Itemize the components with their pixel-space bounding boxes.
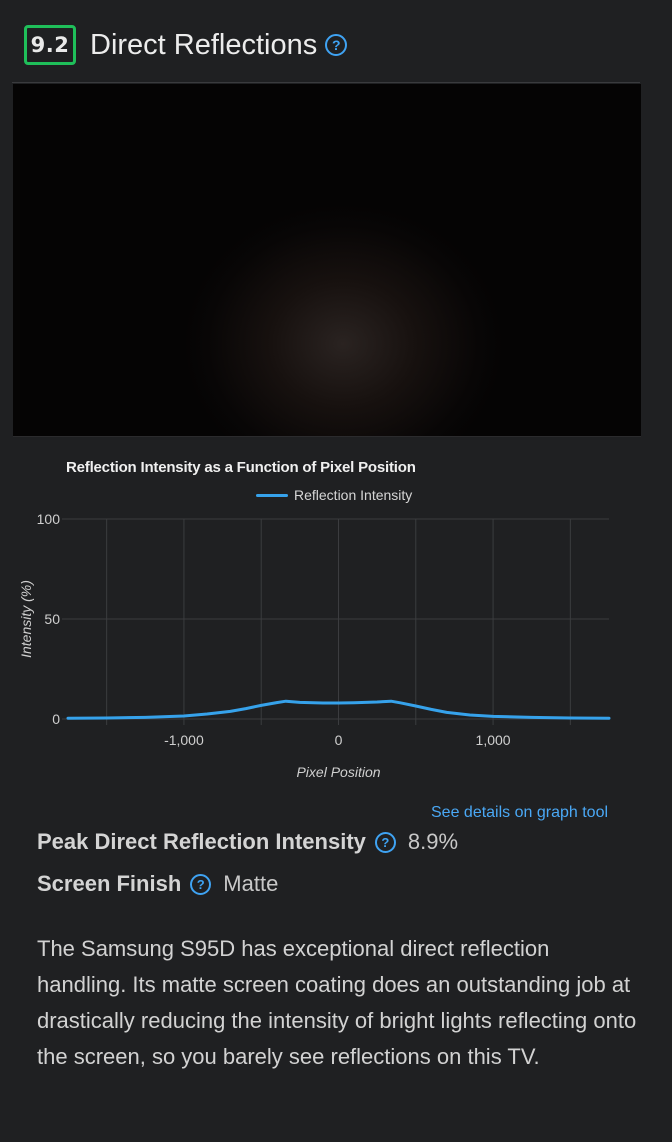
- chart-svg: 0 50 100 -1,000 0 1,000 Pixel Position Intensit…: [18, 511, 611, 780]
- y-axis-label: Intensity (%): [18, 580, 34, 658]
- y-tick-label: 0: [52, 711, 60, 727]
- x-tick-label: 1,000: [476, 732, 511, 748]
- chart-legend[interactable]: Reflection Intensity: [256, 487, 412, 503]
- legend-swatch: [256, 493, 288, 497]
- spec-value: 8.9%: [407, 829, 459, 854]
- reflection-photo: [13, 84, 641, 437]
- x-tick-label: 0: [335, 732, 343, 748]
- y-tick-label: 100: [37, 511, 61, 527]
- header-divider: [12, 82, 640, 83]
- spec-screen-finish: Screen Finish ? Matte: [37, 871, 278, 897]
- help-icon[interactable]: ?: [190, 873, 212, 895]
- graph-tool-link[interactable]: See details on graph tool: [431, 804, 609, 821]
- legend-label: Reflection Intensity: [294, 487, 413, 503]
- help-icon[interactable]: ?: [325, 34, 348, 56]
- help-icon[interactable]: ?: [374, 831, 396, 853]
- y-tick-label: 50: [44, 611, 60, 627]
- score-badge: 9.2: [24, 25, 76, 65]
- reflection-chart: 0 50 100 -1,000 0 1,000 Pixel Position Intensit…: [0, 440, 672, 800]
- series-line: [66, 699, 611, 720]
- description-text: The Samsung S95D has exceptional direct …: [37, 936, 637, 1069]
- spec-label: Peak Direct Reflection Intensity: [37, 829, 366, 854]
- x-tick-label: -1,000: [164, 732, 204, 748]
- spec-value: Matte: [223, 871, 279, 896]
- spec-peak-intensity: Peak Direct Reflection Intensity ? 8.9%: [37, 829, 458, 855]
- spec-label: Screen Finish: [37, 871, 182, 896]
- section-title: Direct Reflections: [90, 28, 318, 61]
- x-axis-label: Pixel Position: [296, 764, 380, 780]
- chart-title: Reflection Intensity as a Function of Pi…: [66, 459, 416, 476]
- section-header: 9.2 Direct Reflections ?: [24, 22, 348, 68]
